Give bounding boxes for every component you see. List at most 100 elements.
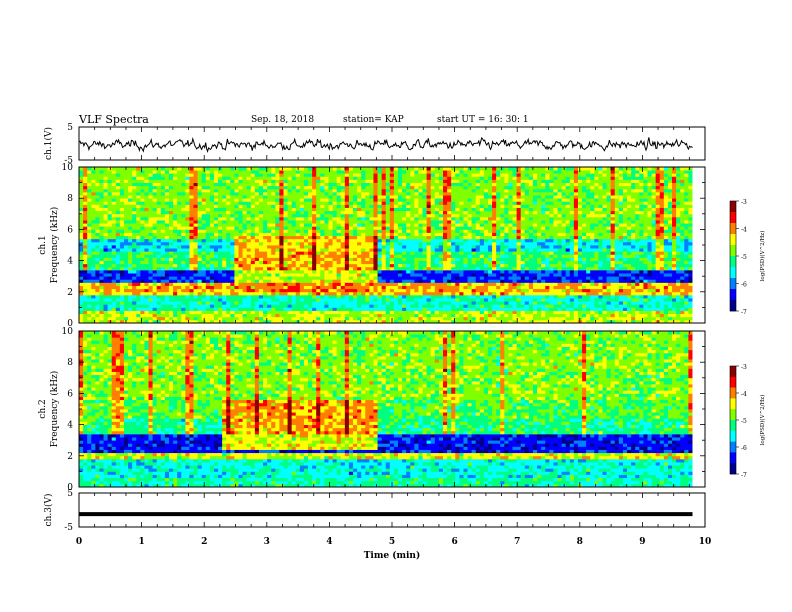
spectrogram-cell	[140, 298, 145, 302]
spectrogram-cell	[91, 301, 96, 305]
spectrogram-cell	[377, 226, 383, 230]
spectrogram-cell	[471, 176, 477, 180]
spectrogram-cell	[303, 285, 309, 290]
spectrogram-cell	[222, 229, 227, 233]
spectrogram-cell	[393, 213, 399, 218]
spectrogram-cell	[402, 204, 407, 208]
spectrogram-cell	[99, 288, 104, 293]
spectrogram-cell	[410, 167, 415, 171]
spectrogram-cell	[422, 198, 428, 202]
spectrogram-cell	[254, 207, 260, 212]
spectrogram-cell	[218, 251, 223, 255]
spectrogram-cell	[140, 257, 145, 261]
spectrogram-cell	[348, 185, 354, 190]
spectrogram-cell	[267, 213, 272, 218]
spectrogram-cell	[340, 313, 346, 318]
spectrogram-cell	[128, 204, 133, 208]
spectrogram-cell	[328, 298, 333, 302]
spectrogram-cell	[479, 319, 485, 324]
spectrogram-cell	[381, 260, 387, 265]
spectrogram-cell	[447, 173, 452, 177]
spectrogram-cell	[344, 301, 350, 305]
spectrogram-cell	[381, 291, 387, 296]
spectrogram-cell	[238, 216, 243, 221]
spectrogram-cell	[353, 226, 358, 230]
spectrogram-cell	[291, 319, 297, 324]
spectrogram-cell	[389, 269, 395, 274]
spectrogram-cell	[320, 276, 325, 280]
spectrogram-cell	[160, 198, 166, 202]
spectrogram-cell	[242, 279, 248, 283]
spectrogram-cell	[254, 307, 260, 311]
spectrogram-cell	[381, 313, 387, 318]
spectrogram-cell	[434, 260, 440, 265]
spectrogram-cell	[434, 204, 440, 208]
spectrogram-cell	[242, 313, 248, 318]
spectrogram-cell	[377, 235, 383, 240]
spectrogram-cell	[218, 260, 223, 265]
spectrogram-cell	[373, 241, 378, 246]
spectrogram-cell	[168, 273, 174, 277]
spectrogram-cell	[103, 238, 109, 243]
spectrogram-cell	[279, 257, 284, 261]
spectrogram-cell	[430, 279, 436, 283]
spectrogram-cell	[447, 223, 452, 227]
spectrogram-cell	[316, 232, 321, 237]
spectrogram-cell	[332, 263, 338, 268]
spectrogram-cell	[377, 276, 383, 280]
spectrogram-cell	[357, 223, 362, 227]
spectrogram-cell	[132, 273, 137, 277]
spectrogram-cell	[177, 288, 182, 293]
spectrogram-cell	[447, 316, 452, 321]
spectrogram-cell	[299, 185, 305, 190]
spectrogram-cell	[328, 245, 333, 249]
spectrogram-cell	[258, 198, 264, 202]
spectrogram-cell	[406, 188, 411, 193]
spectrogram-cell	[144, 301, 149, 305]
spectrogram-cell	[467, 282, 473, 286]
spectrogram-cell	[336, 282, 342, 286]
spectrogram-cell	[459, 216, 464, 221]
spectrogram-cell	[267, 282, 272, 286]
spectrogram-cell	[238, 167, 243, 171]
spectrogram-cell	[299, 176, 305, 180]
spectrogram-cell	[271, 248, 276, 252]
spectrogram-cell	[87, 285, 92, 290]
spectrogram-cell	[83, 316, 88, 321]
spectrogram-cell	[443, 288, 448, 293]
spectrogram-cell	[181, 319, 186, 324]
spectrogram-cell	[132, 213, 137, 218]
spectrogram-cell	[324, 288, 329, 293]
spectrogram-cell	[156, 263, 162, 268]
spectrogram-cell	[197, 220, 203, 224]
spectrogram-cell	[283, 279, 288, 283]
spectrogram-cell	[152, 232, 158, 237]
spectrogram-cell	[115, 167, 121, 171]
spectrogram-cell	[107, 223, 113, 227]
spectrogram-cell	[246, 176, 252, 180]
spectrogram-cell	[222, 254, 227, 258]
spectrogram-cell	[250, 279, 256, 283]
spectrogram-cell	[152, 207, 158, 212]
spectrogram-cell	[418, 282, 423, 286]
spectrogram-cell	[365, 248, 370, 252]
spectrogram-cell	[160, 282, 166, 286]
spectrogram-cell	[459, 167, 464, 171]
spectrogram-cell	[451, 226, 456, 230]
spectrogram-cell	[79, 235, 84, 240]
spectrogram-cell	[123, 179, 129, 183]
spectrogram-cell	[328, 251, 333, 255]
spectrogram-cell	[250, 266, 256, 271]
spectrogram-cell	[152, 269, 158, 274]
spectrogram-cell	[430, 291, 436, 296]
spectrogram-cell	[213, 273, 219, 277]
spectrogram-cell	[328, 310, 333, 315]
spectrogram-cell	[438, 285, 444, 290]
spectrogram-cell	[87, 257, 92, 261]
spectrogram-cell	[451, 282, 456, 286]
spectrogram-cell	[463, 232, 468, 237]
spectrogram-cell	[385, 310, 391, 315]
spectrogram-cell	[226, 185, 231, 190]
spectrogram-cell	[136, 248, 141, 252]
spectrogram-cell	[79, 216, 84, 221]
